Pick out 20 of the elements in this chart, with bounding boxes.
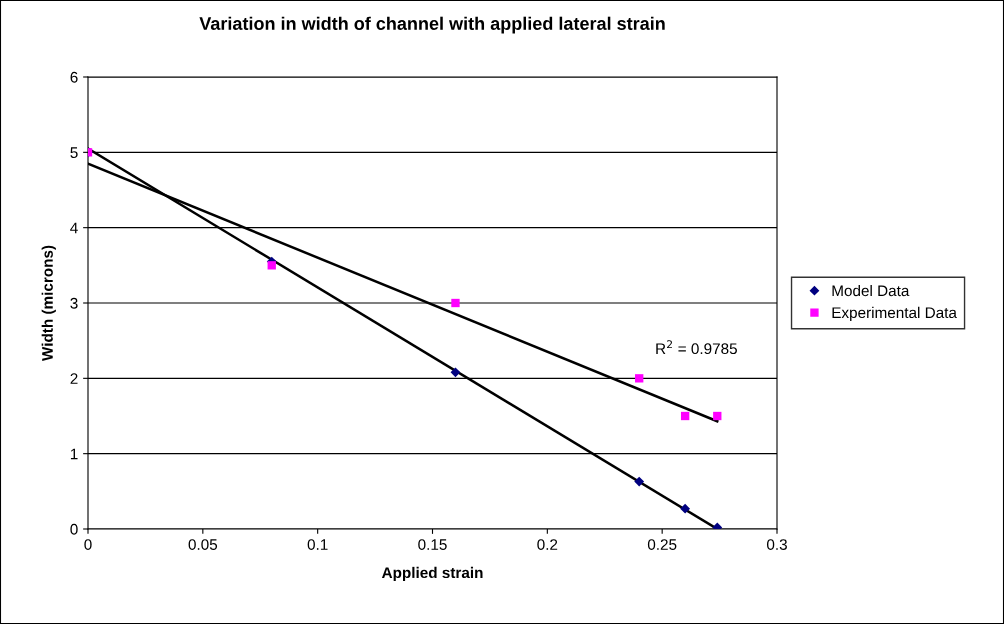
x-axis-title: Applied strain — [381, 566, 483, 582]
y-tick-label: 6 — [70, 71, 78, 83]
chart-title: Variation in width of channel with applied lateral strain — [199, 16, 665, 34]
x-tick-label: 0.15 — [418, 539, 447, 550]
legend-label: Experimental Data — [832, 306, 957, 322]
x-tick-label: 0.25 — [647, 539, 677, 550]
x-tick-label: 0 — [84, 539, 92, 550]
x-tick-label: 0.3 — [766, 539, 787, 550]
y-axis-title: Width (microns) — [41, 245, 56, 362]
x-tick-label: 0.1 — [307, 539, 328, 550]
x-tick-label: 0.2 — [537, 539, 558, 550]
y-tick-label: 5 — [70, 147, 78, 159]
y-tick-label: 1 — [70, 448, 78, 460]
y-tick-label: 0 — [70, 523, 78, 535]
y-tick-label: 2 — [70, 373, 78, 384]
legend-label: Model Data — [832, 284, 910, 297]
x-tick-label: 0.05 — [188, 539, 218, 550]
y-tick-label: 3 — [70, 297, 78, 309]
y-tick-label: 4 — [70, 222, 78, 234]
annotation: R$^{2}$ = 0.9785 — [656, 340, 737, 355]
